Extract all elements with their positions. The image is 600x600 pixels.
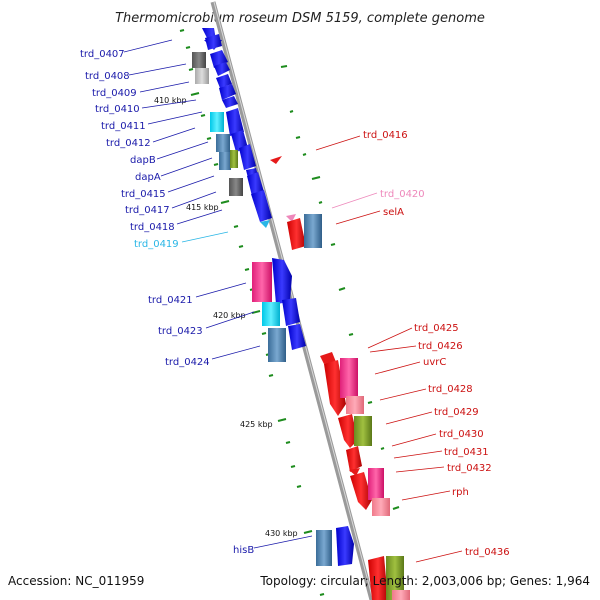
gene-label: trd_0407 <box>80 49 125 60</box>
gene-label: trd_0430 <box>439 429 484 440</box>
gene-label: trd_0421 <box>148 295 193 306</box>
gene-label: trd_0424 <box>165 357 210 368</box>
gene-block <box>336 526 354 566</box>
left-gene-labels: trd_0407 trd_0408 trd_0409 trd_0410 trd_… <box>80 39 313 556</box>
gene-label: trd_0409 <box>92 88 137 99</box>
gene-label: dapA <box>135 172 161 183</box>
gene-block <box>192 52 206 68</box>
gene-block <box>222 96 238 108</box>
gene-block <box>230 150 238 168</box>
right-gene-labels: trd_0416 trd_0420 selA trd_0425 trd_0426… <box>315 130 510 563</box>
gene-label: trd_0428 <box>428 384 473 395</box>
gene-block <box>338 414 358 448</box>
gene-block <box>219 84 236 100</box>
gene-block <box>304 214 322 248</box>
gene-block <box>210 112 224 132</box>
gene-label: trd_0423 <box>158 326 203 337</box>
gene-label: trd_0426 <box>418 341 463 352</box>
scale-label-430: 430 kbp <box>265 529 298 538</box>
gene-label: trd_0436 <box>465 547 510 558</box>
scale-label-410: 410 kbp <box>154 96 187 105</box>
gene-block <box>346 396 364 414</box>
gene-block <box>392 590 410 600</box>
gene-block <box>346 446 362 472</box>
gene-block <box>247 172 264 196</box>
gene-block <box>316 530 332 566</box>
gene-arrow <box>349 468 360 476</box>
gene-label: trd_0420 <box>380 189 425 200</box>
gene-block <box>229 178 243 196</box>
gene-label: hisB <box>233 545 254 556</box>
gene-label: trd_0416 <box>363 130 408 141</box>
gene-label: trd_0410 <box>95 104 140 115</box>
gene-arrow <box>260 220 270 228</box>
gene-label: trd_0419 <box>134 239 179 250</box>
gene-label: trd_0432 <box>447 463 492 474</box>
gene-label: trd_0411 <box>101 121 146 132</box>
scale-label-415: 415 kbp <box>186 203 219 212</box>
gene-arrow <box>286 214 296 222</box>
gene-block <box>239 144 256 170</box>
gene-block <box>340 358 358 398</box>
gene-block <box>268 328 286 362</box>
gene-block <box>368 556 388 600</box>
gene-label: trd_0431 <box>444 447 489 458</box>
gene-label: trd_0429 <box>434 407 479 418</box>
gene-arrow <box>270 156 282 164</box>
scale-label-420: 420 kbp <box>213 311 246 320</box>
gene-block <box>368 468 384 500</box>
gene-label: uvrC <box>423 357 446 368</box>
gene-block <box>287 218 306 250</box>
scale-label-425: 425 kbp <box>240 420 273 429</box>
gene-block <box>386 556 404 600</box>
gene-block <box>216 134 230 152</box>
topology-text: Topology: circular; Length: 2,003,006 bp… <box>259 574 590 588</box>
gene-block <box>216 74 232 88</box>
gene-label: trd_0418 <box>130 222 175 233</box>
gene-label: trd_0408 <box>85 71 130 82</box>
gene-block <box>288 324 306 350</box>
gene-block <box>282 298 300 326</box>
gene-block <box>205 34 222 50</box>
reverse-strand-genes <box>270 156 410 600</box>
gene-block <box>219 152 231 170</box>
gene-label: selA <box>383 207 404 218</box>
accession-text: Accession: NC_011959 <box>8 574 144 588</box>
gene-block <box>195 68 209 84</box>
gene-block <box>262 302 280 326</box>
gene-label: trd_0425 <box>414 323 459 334</box>
gene-block <box>350 472 372 510</box>
gene-block <box>251 190 272 222</box>
gene-label: trd_0417 <box>125 205 170 216</box>
gene-block <box>214 62 230 76</box>
gene-label: trd_0412 <box>106 138 151 149</box>
gene-label: dapB <box>130 155 156 166</box>
forward-strand-genes <box>192 28 354 566</box>
gene-block <box>354 416 372 446</box>
gene-label: trd_0415 <box>121 189 166 200</box>
map-title: Thermomicrobium roseum DSM 5159, complet… <box>115 11 485 26</box>
gene-block <box>272 258 292 304</box>
gene-block <box>226 108 244 136</box>
gene-arrow <box>320 352 336 364</box>
gene-label: rph <box>452 487 469 498</box>
gene-block <box>372 498 390 516</box>
gene-block <box>252 262 272 302</box>
